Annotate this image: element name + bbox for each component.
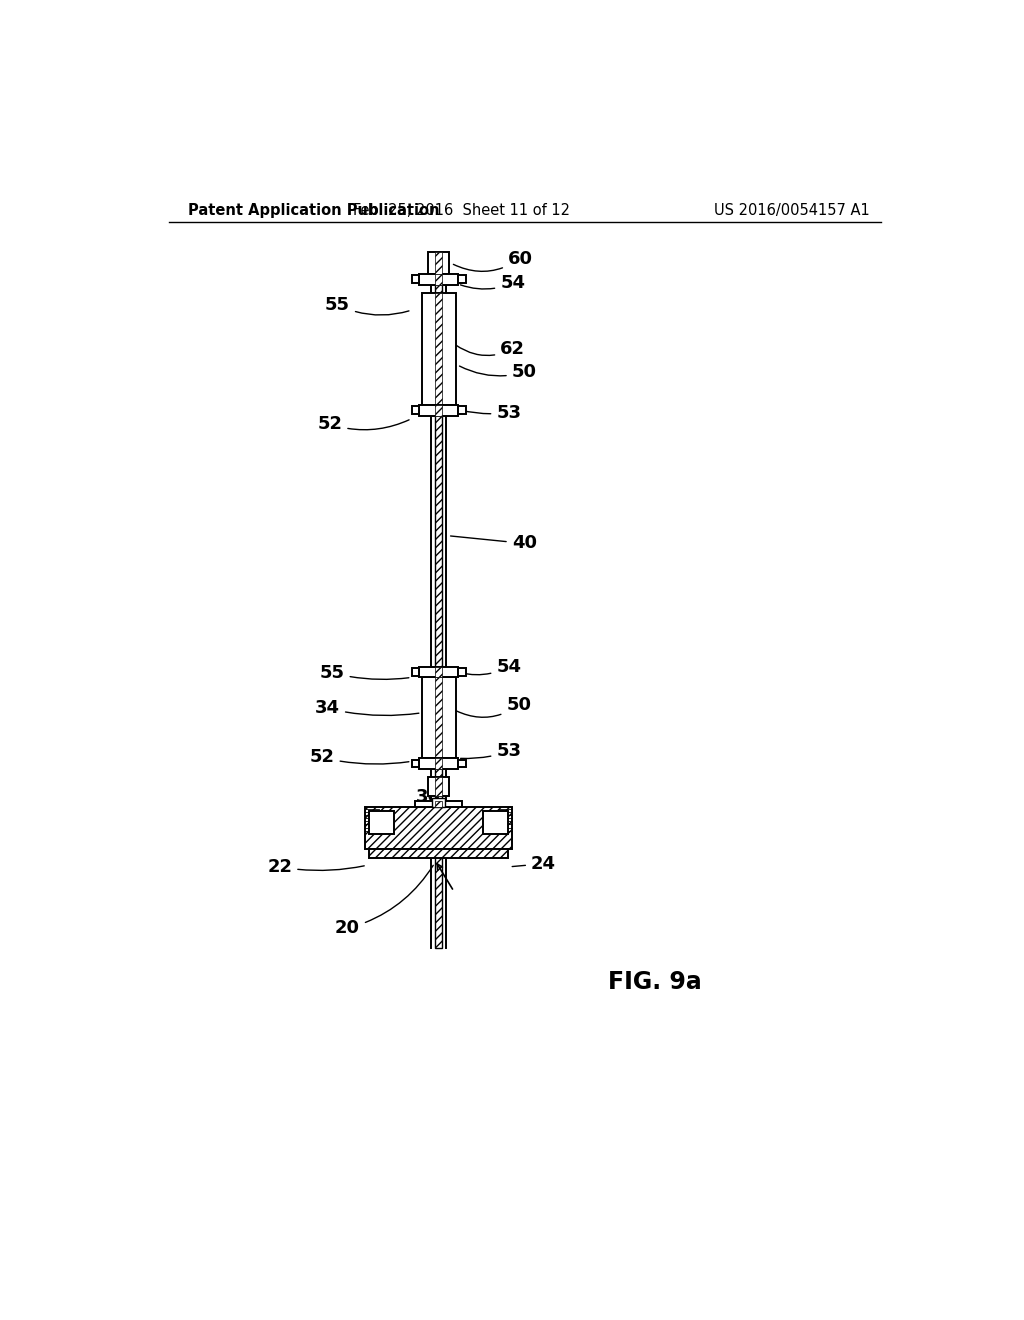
Bar [483,812,508,834]
Bar [435,800,442,807]
Text: 55: 55 [325,296,409,315]
Text: 62: 62 [456,341,525,358]
Bar [435,272,442,948]
Text: FIG. 9a: FIG. 9a [608,970,701,994]
Text: Feb. 25, 2016  Sheet 11 of 12: Feb. 25, 2016 Sheet 11 of 12 [353,203,570,218]
Text: 55: 55 [319,664,409,681]
Bar [419,758,458,770]
Bar [458,407,466,414]
Bar [412,407,419,414]
Text: 54: 54 [461,657,521,676]
Text: 30: 30 [416,788,446,807]
Bar [432,797,444,807]
Bar [458,276,466,284]
Bar [435,677,442,758]
Bar [435,758,442,770]
Bar [435,405,442,416]
Text: 53: 53 [461,404,521,421]
Text: 54: 54 [461,275,525,292]
Bar [428,252,450,275]
Text: US 2016/0054157 A1: US 2016/0054157 A1 [714,203,869,218]
Bar [435,776,442,796]
Bar [366,807,512,849]
Bar [428,776,450,796]
Bar [435,252,442,275]
Text: 20: 20 [335,866,433,937]
Bar [419,667,458,677]
Bar [412,276,419,284]
Bar [412,668,419,676]
Bar [419,275,458,285]
Text: 50: 50 [460,363,537,381]
Bar [419,405,458,416]
Text: 52: 52 [309,748,409,767]
Text: Patent Application Publication: Patent Application Publication [188,203,440,218]
Bar [416,800,462,807]
Text: 34: 34 [315,700,419,717]
Bar [370,812,394,834]
Bar [412,760,419,767]
Bar [435,667,442,677]
Text: 60: 60 [454,249,532,272]
Bar [422,677,456,758]
Bar [422,293,456,405]
Text: 50: 50 [457,696,531,717]
Bar [458,668,466,676]
Bar [370,849,508,858]
Text: 52: 52 [317,414,410,433]
Text: 22: 22 [267,858,365,875]
Text: 26: 26 [447,809,506,826]
Bar [435,275,442,285]
Text: 32: 32 [375,824,431,841]
Text: 40: 40 [451,535,537,552]
Bar [435,293,442,405]
Bar [458,760,466,767]
Text: 24: 24 [512,855,556,873]
Text: 53: 53 [461,742,521,760]
